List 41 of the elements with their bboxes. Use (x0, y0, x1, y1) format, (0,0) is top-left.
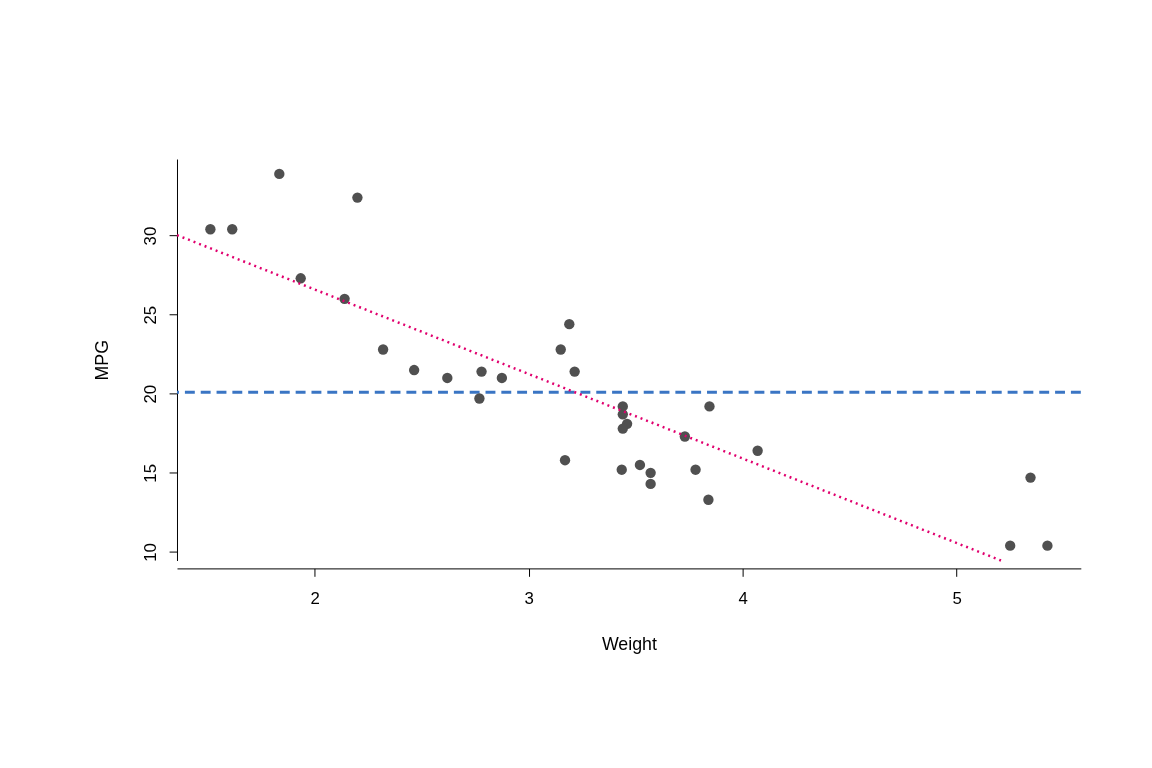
point (703, 494, 714, 505)
point (616, 464, 627, 475)
x-tick-label: 3 (524, 588, 534, 608)
point (617, 423, 628, 434)
point (679, 431, 691, 442)
point (274, 168, 285, 180)
point (555, 344, 566, 355)
y-tick-label: 10 (140, 543, 160, 562)
point (339, 293, 350, 305)
point (752, 445, 763, 456)
y-tick-label: 15 (140, 464, 160, 483)
point (617, 401, 628, 412)
point (704, 401, 715, 412)
point (496, 372, 508, 384)
point (569, 366, 580, 377)
x-tick-label: 4 (738, 588, 748, 608)
point (476, 366, 487, 377)
point (408, 364, 420, 376)
point (559, 455, 571, 466)
x-axis-title: Weight (601, 633, 657, 654)
y-axis-title: MPG (92, 340, 113, 381)
point (645, 478, 656, 490)
point (377, 344, 389, 355)
x-tick-label: 5 (952, 588, 962, 608)
point (474, 393, 485, 404)
point (1004, 540, 1016, 551)
point (564, 318, 575, 330)
point (442, 372, 453, 384)
y-tick-label: 30 (140, 226, 160, 246)
y-tick-label: 20 (140, 384, 160, 404)
point (227, 224, 238, 235)
point (352, 192, 363, 203)
point (645, 467, 656, 479)
point (690, 464, 701, 475)
point (295, 273, 306, 284)
point (1025, 472, 1036, 483)
point (1042, 540, 1053, 551)
point (634, 459, 646, 471)
point (205, 224, 216, 235)
x-tick-label: 2 (310, 588, 320, 608)
y-tick-label: 25 (140, 305, 160, 325)
